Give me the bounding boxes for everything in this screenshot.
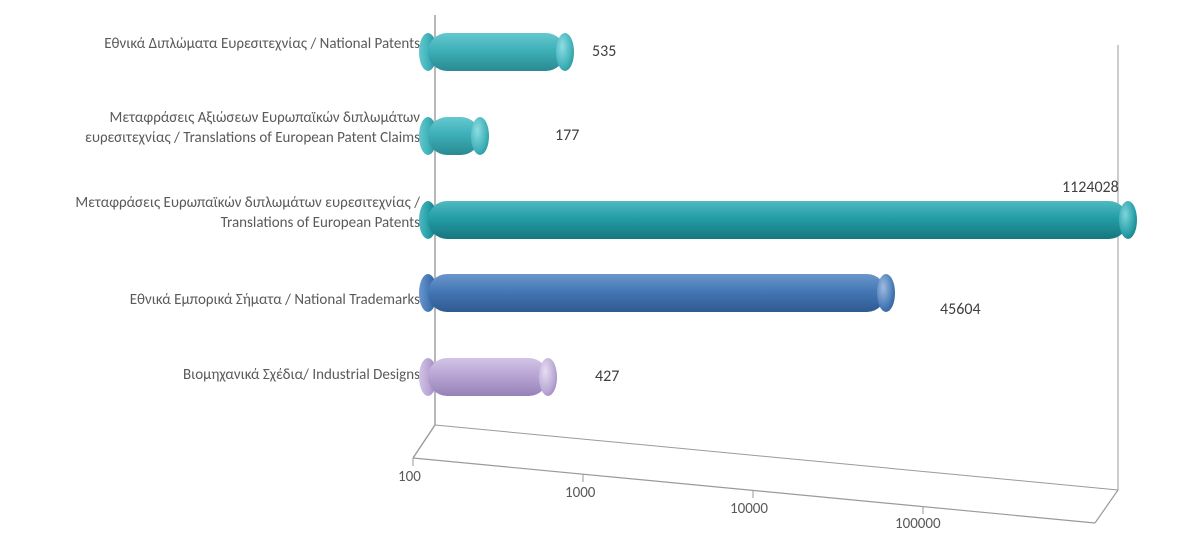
bar-chart: Εθνικά Διπλώματα Ευρεσιτεχνίας / Nationa… bbox=[0, 0, 1200, 536]
x-tick-label: 100000 bbox=[895, 515, 941, 533]
category-label: Μεταφράσεις Αξιώσεων Ευρωπαϊκών διπλωμάτ… bbox=[70, 108, 420, 149]
x-tick-label: 1000 bbox=[565, 484, 595, 502]
value-label: 535 bbox=[592, 42, 616, 61]
bar-ep-claim-translations bbox=[428, 117, 480, 155]
category-label: Βιομηχανικά Σχέδια/ Industrial Designs bbox=[70, 365, 420, 385]
value-label: 1124028 bbox=[1062, 178, 1119, 197]
x-tick-label: 100 bbox=[398, 468, 421, 486]
category-label: Εθνικά Εμπορικά Σήματα / National Tradem… bbox=[70, 290, 420, 310]
category-label: Μεταφράσεις Ευρωπαϊκών διπλωμάτων ευρεσι… bbox=[70, 193, 420, 234]
bar-ep-translations bbox=[428, 201, 1128, 239]
bar-national-patents bbox=[428, 33, 565, 71]
axis-frame bbox=[0, 0, 1200, 536]
bar-national-trademarks bbox=[428, 274, 886, 312]
category-label: Εθνικά Διπλώματα Ευρεσιτεχνίας / Nationa… bbox=[70, 34, 420, 54]
x-tick-label: 10000 bbox=[730, 500, 768, 518]
bar-industrial-designs bbox=[428, 358, 548, 396]
value-label: 45604 bbox=[940, 300, 981, 319]
value-label: 177 bbox=[555, 126, 579, 145]
value-label: 427 bbox=[595, 367, 619, 386]
